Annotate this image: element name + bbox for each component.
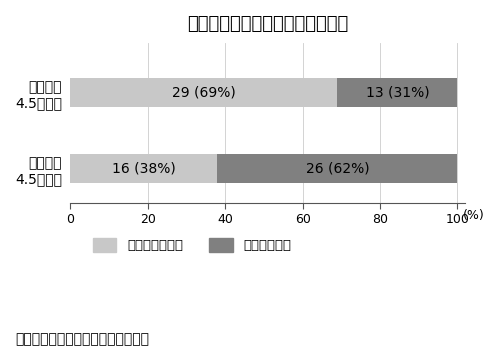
- Text: 29 (69%): 29 (69%): [172, 85, 236, 99]
- Text: 出所：医薬産業政策研究所にて作成: 出所：医薬産業政策研究所にて作成: [15, 332, 149, 346]
- Bar: [218, 154, 458, 183]
- Bar: [70, 154, 218, 183]
- Title: 図３　論文の発行時期と研究体制: 図３ 論文の発行時期と研究体制: [187, 15, 348, 33]
- Legend: 民間企業の関与, 学術機関のみ: 民間企業の関与, 学術機関のみ: [92, 238, 292, 252]
- Text: 16 (38%): 16 (38%): [112, 161, 176, 175]
- Text: (%): (%): [463, 209, 485, 222]
- Bar: [338, 78, 458, 107]
- Bar: [70, 78, 338, 107]
- Text: 26 (62%): 26 (62%): [306, 161, 369, 175]
- Text: 13 (31%): 13 (31%): [366, 85, 429, 99]
